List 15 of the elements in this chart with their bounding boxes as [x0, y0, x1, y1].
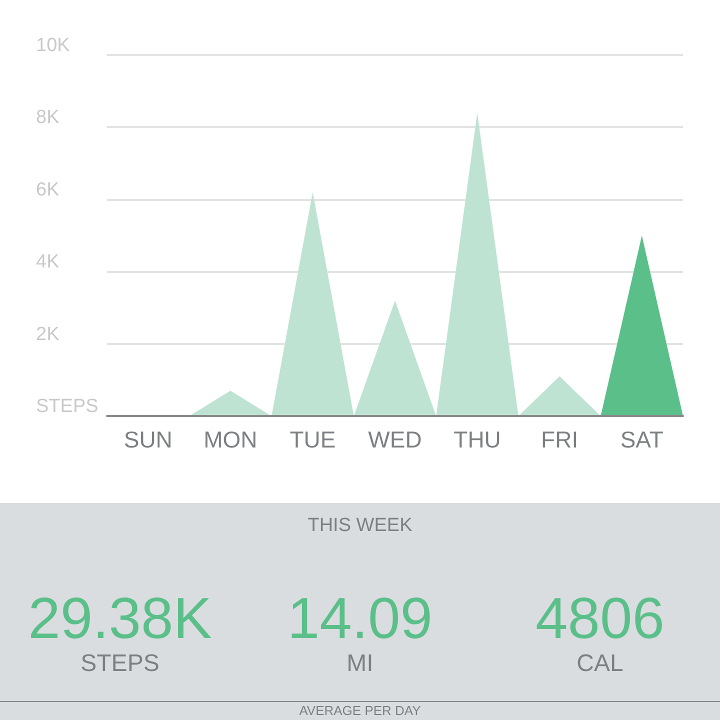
text: 29.38K — [27, 586, 213, 651]
x-tick-label: THU — [454, 426, 501, 452]
x-tick-label: TUE — [290, 426, 336, 452]
x-tick-label: FRI — [541, 426, 578, 452]
text: AVERAGE PER DAY — [298, 703, 422, 718]
text: STEPS — [80, 650, 160, 678]
text: 4806 — [534, 586, 666, 651]
text: CAL — [576, 650, 624, 678]
text: MI — [346, 650, 374, 678]
x-tick-label: MON — [204, 426, 258, 452]
text: 14.09 — [286, 586, 434, 651]
text: THIS WEEK — [306, 515, 414, 537]
x-tick-label: SUN — [124, 426, 172, 452]
x-tick-label: WED — [368, 426, 422, 452]
x-tick-label: SAT — [620, 426, 664, 452]
